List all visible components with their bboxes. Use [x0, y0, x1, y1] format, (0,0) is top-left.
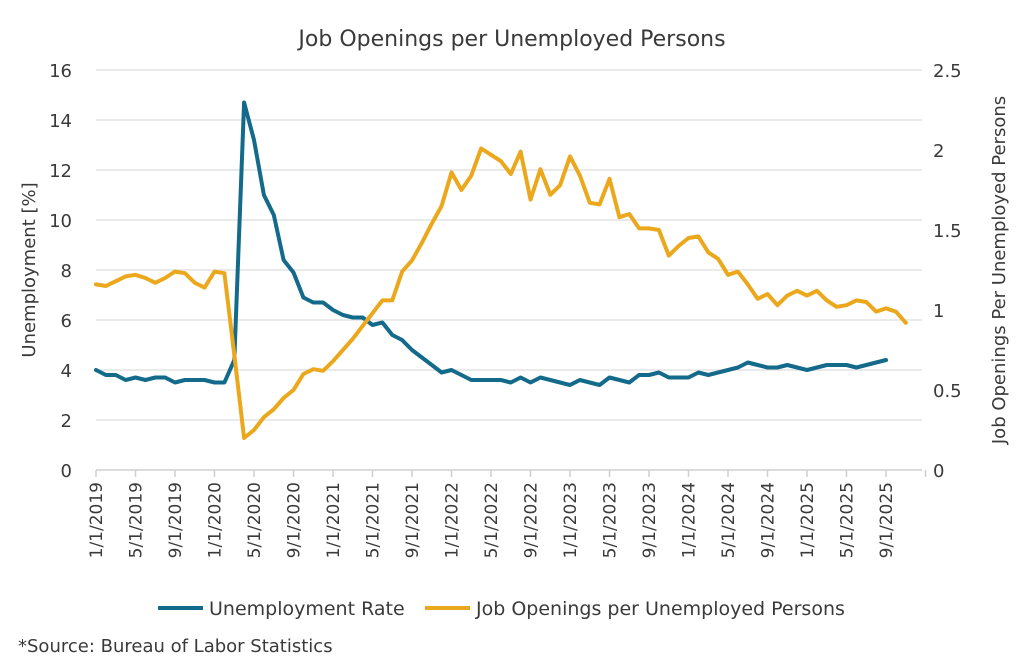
x-tick-label: 5/1/2021: [364, 482, 384, 558]
x-tick-label: 9/1/2023: [640, 482, 660, 558]
left-axis-label: Unemployment [%]: [19, 182, 40, 357]
x-tick-label: 5/1/2019: [127, 482, 147, 558]
right-tick-label: 1.5: [933, 221, 962, 242]
x-tick-label: 5/1/2023: [601, 482, 621, 558]
x-tick-label: 9/1/2022: [522, 482, 542, 558]
right-tick-label: 2.5: [933, 61, 962, 82]
right-axis-label: Job Openings Per Unemployed Persons: [989, 96, 1010, 445]
x-tick-label: 5/1/2025: [838, 482, 858, 558]
left-tick-label: 12: [49, 161, 72, 182]
x-tick-label: 1/1/2020: [206, 482, 226, 558]
x-tick-label: 9/1/2021: [403, 482, 423, 558]
x-tick-label: 1/1/2025: [798, 482, 818, 558]
job-openings-ratio-line: [94, 146, 908, 440]
legend: Unemployment Rate Job Openings per Unemp…: [158, 598, 845, 620]
x-tick-label: 9/1/2019: [166, 482, 186, 558]
x-tick-label: 9/1/2024: [759, 482, 779, 558]
left-tick-label: 6: [61, 311, 72, 332]
right-tick-label: 1: [933, 301, 944, 322]
legend-label-unemployment: Unemployment Rate: [209, 598, 405, 620]
x-tick-label: 1/1/2019: [87, 482, 107, 558]
right-tick-label: 0.5: [933, 381, 962, 402]
series-lines: [94, 100, 908, 440]
right-tick-label: 2: [933, 141, 944, 162]
source-note: *Source: Bureau of Labor Statistics: [18, 636, 333, 657]
x-axis-ticks: 1/1/2019 5/1/2019 9/1/2019 1/1/2020 5/1/2020…: [87, 470, 927, 558]
left-tick-label: 10: [49, 211, 72, 232]
x-tick-label: 1/1/2022: [443, 482, 463, 558]
left-tick-label: 8: [61, 261, 72, 282]
x-tick-label: 1/1/2021: [324, 482, 344, 558]
left-tick-label: 14: [49, 111, 72, 132]
left-tick-label: 4: [61, 361, 72, 382]
x-tick-label: 1/1/2023: [561, 482, 581, 558]
x-tick-label: 1/1/2024: [680, 482, 700, 558]
x-tick-label: 9/1/2020: [285, 482, 305, 558]
chart-title: Job Openings per Unemployed Persons: [296, 27, 725, 52]
right-tick-label: 0: [933, 461, 944, 482]
gridlines: [96, 69, 922, 471]
right-axis-ticks: 0 0.5 1 1.5 2 2.5: [933, 61, 962, 482]
x-tick-label: 5/1/2024: [719, 482, 739, 558]
unemployment-rate-line: [94, 100, 888, 387]
left-tick-label: 16: [49, 61, 72, 82]
left-tick-label: 0: [61, 461, 72, 482]
left-axis-ticks: 0 2 4 6 8 10 12 14 16: [49, 61, 72, 482]
x-tick-label: 9/1/2025: [877, 482, 897, 558]
legend-label-job-openings: Job Openings per Unemployed Persons: [475, 598, 845, 620]
x-tick-label: 5/1/2022: [482, 482, 502, 558]
left-tick-label: 2: [61, 411, 72, 432]
x-tick-label: 5/1/2020: [245, 482, 265, 558]
